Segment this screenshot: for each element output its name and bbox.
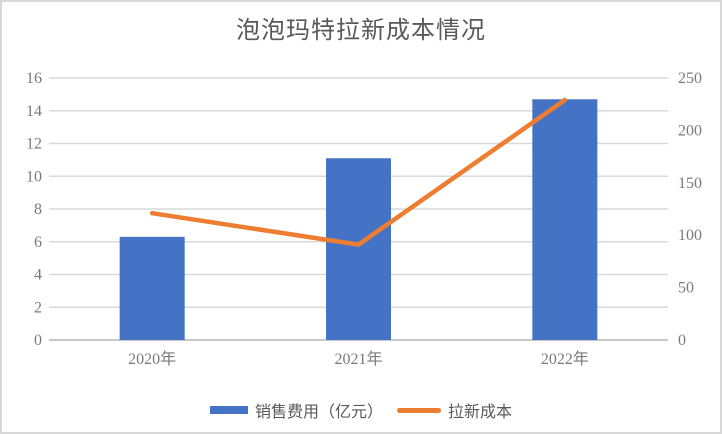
left-axis-tick-label: 12 xyxy=(26,136,42,153)
legend-label-sales-expense: 销售费用（亿元） xyxy=(254,404,383,421)
left-axis-tick-label: 8 xyxy=(34,201,42,218)
x-axis-category-label: 2020年 xyxy=(128,350,176,368)
bar-2021年 xyxy=(326,158,391,340)
right-axis-tick-label: 150 xyxy=(678,175,702,192)
left-axis-tick-label: 10 xyxy=(26,168,42,185)
right-axis-tick-label: 100 xyxy=(678,227,702,244)
bar-series-swatch-icon xyxy=(209,406,248,414)
legend-item-acquisition-cost: 拉新成本 xyxy=(397,398,512,422)
right-axis-tick-label: 50 xyxy=(678,280,694,297)
legend: 销售费用（亿元） 拉新成本 xyxy=(2,398,720,422)
x-axis-category-label: 2021年 xyxy=(334,350,382,368)
bar-2022年 xyxy=(532,99,598,340)
legend-label-acquisition-cost: 拉新成本 xyxy=(448,404,513,421)
right-axis-tick-label: 250 xyxy=(678,70,702,87)
bar-2020年 xyxy=(119,236,185,340)
line-series-swatch-icon xyxy=(397,407,441,413)
acquisition-cost-line xyxy=(149,97,568,247)
left-axis-tick-label: 0 xyxy=(34,332,42,349)
legend-item-sales-expense: 销售费用（亿元） xyxy=(209,398,383,422)
left-axis-tick-label: 4 xyxy=(34,267,42,284)
left-axis-tick-label: 6 xyxy=(34,234,42,251)
left-axis-tick-label: 2 xyxy=(34,299,42,316)
chart-title: 泡泡玛特拉新成本情况 xyxy=(236,18,486,44)
right-axis-tick-label: 0 xyxy=(678,332,686,349)
x-axis-category-label: 2022年 xyxy=(541,350,589,368)
right-axis-tick-label: 200 xyxy=(678,122,702,139)
left-axis-tick-label: 16 xyxy=(26,70,42,87)
left-axis-tick-label: 14 xyxy=(26,103,42,120)
